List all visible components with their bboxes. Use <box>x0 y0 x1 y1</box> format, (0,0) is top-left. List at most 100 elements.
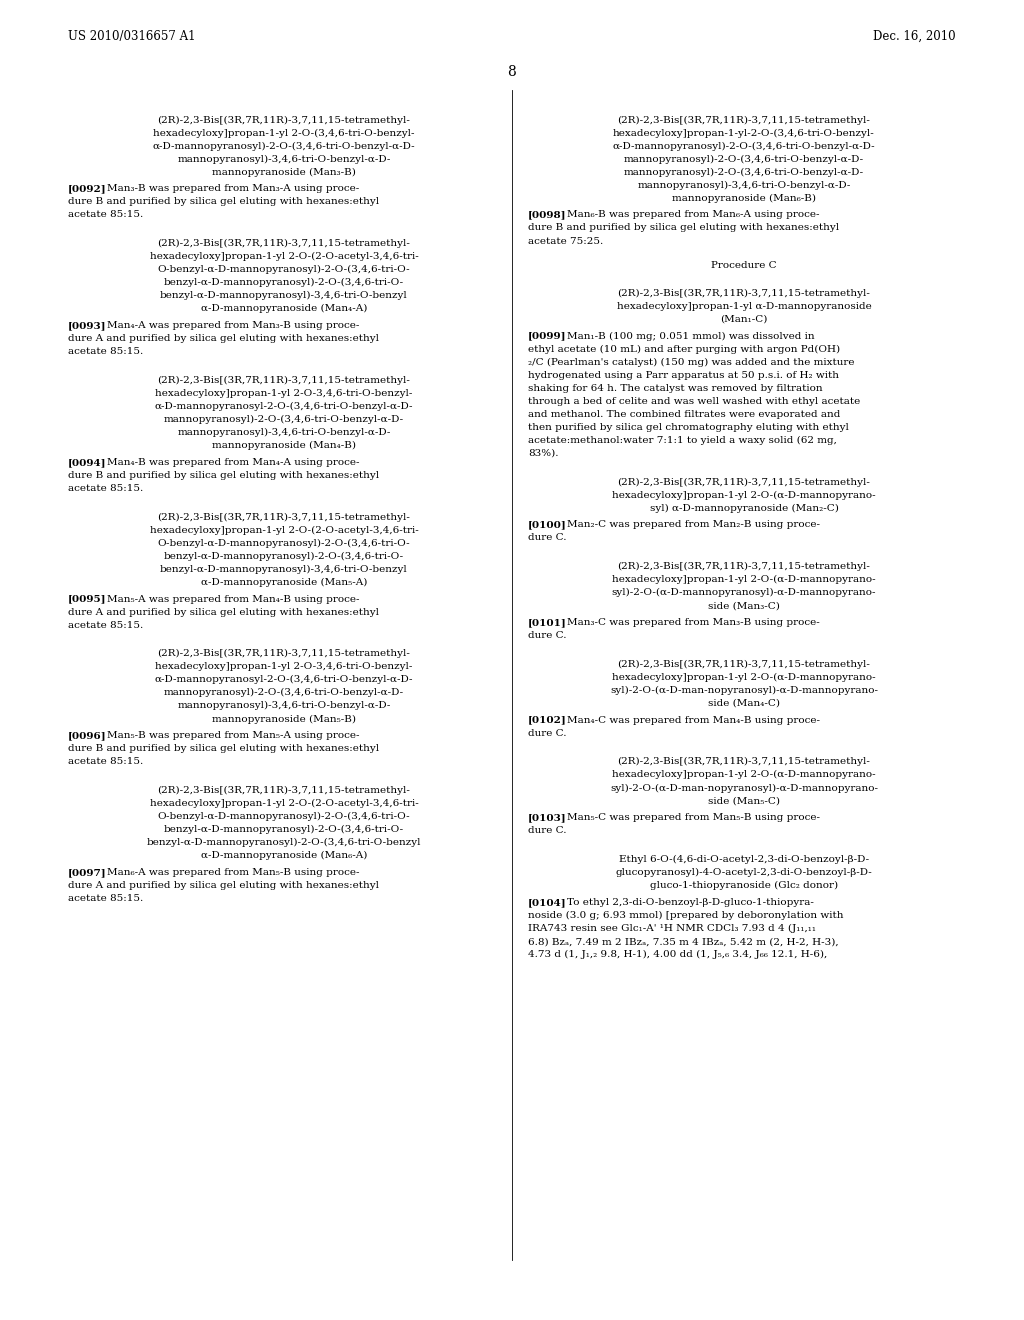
Text: [0098]: [0098] <box>528 210 566 219</box>
Text: Man₆-B was prepared from Man₆-A using proce-: Man₆-B was prepared from Man₆-A using pr… <box>566 210 819 219</box>
Text: hexadecyloxy]propan-1-yl 2-O-3,4,6-tri-O-benzyl-: hexadecyloxy]propan-1-yl 2-O-3,4,6-tri-O… <box>156 389 413 397</box>
Text: α-D-mannopyranosyl)-2-O-(3,4,6-tri-O-benzyl-α-D-: α-D-mannopyranosyl)-2-O-(3,4,6-tri-O-ben… <box>612 141 876 150</box>
Text: (2R)-2,3-Bis[(3R,7R,11R)-3,7,11,15-tetramethyl-: (2R)-2,3-Bis[(3R,7R,11R)-3,7,11,15-tetra… <box>617 289 870 298</box>
Text: Man₅-C was prepared from Man₅-B using proce-: Man₅-C was prepared from Man₅-B using pr… <box>566 813 819 822</box>
Text: 4.73 d (1, J₁,₂ 9.8, H-1), 4.00 dd (1, J₅,₆ 3.4, J₆₆ 12.1, H-6),: 4.73 d (1, J₁,₂ 9.8, H-1), 4.00 dd (1, J… <box>528 950 827 960</box>
Text: To ethyl 2,3-di-O-benzoyl-β-D-gluco-1-thiopyra-: To ethyl 2,3-di-O-benzoyl-β-D-gluco-1-th… <box>566 898 813 907</box>
Text: hexadecyloxy]propan-1-yl 2-O-3,4,6-tri-O-benzyl-: hexadecyloxy]propan-1-yl 2-O-3,4,6-tri-O… <box>156 663 413 672</box>
Text: (2R)-2,3-Bis[(3R,7R,11R)-3,7,11,15-tetramethyl-: (2R)-2,3-Bis[(3R,7R,11R)-3,7,11,15-tetra… <box>158 649 411 659</box>
Text: α-D-mannopyranoside (Man₅-A): α-D-mannopyranoside (Man₅-A) <box>201 578 368 587</box>
Text: (2R)-2,3-Bis[(3R,7R,11R)-3,7,11,15-tetramethyl-: (2R)-2,3-Bis[(3R,7R,11R)-3,7,11,15-tetra… <box>158 239 411 248</box>
Text: acetate 85:15.: acetate 85:15. <box>68 484 143 492</box>
Text: mannopyranoside (Man₄-B): mannopyranoside (Man₄-B) <box>212 441 356 450</box>
Text: (2R)-2,3-Bis[(3R,7R,11R)-3,7,11,15-tetramethyl-: (2R)-2,3-Bis[(3R,7R,11R)-3,7,11,15-tetra… <box>617 562 870 572</box>
Text: hexadecyloxy]propan-1-yl α-D-mannopyranoside: hexadecyloxy]propan-1-yl α-D-mannopyrano… <box>616 301 871 310</box>
Text: (2R)-2,3-Bis[(3R,7R,11R)-3,7,11,15-tetramethyl-: (2R)-2,3-Bis[(3R,7R,11R)-3,7,11,15-tetra… <box>617 115 870 124</box>
Text: dure A and purified by silica gel eluting with hexanes:ethyl: dure A and purified by silica gel elutin… <box>68 880 379 890</box>
Text: dure B and purified by silica gel eluting with hexanes:ethyl: dure B and purified by silica gel elutin… <box>528 223 839 232</box>
Text: dure A and purified by silica gel eluting with hexanes:ethyl: dure A and purified by silica gel elutin… <box>68 607 379 616</box>
Text: ethyl acetate (10 mL) and after purging with argon Pd(OH): ethyl acetate (10 mL) and after purging … <box>528 345 840 354</box>
Text: Man₃-B was prepared from Man₃-A using proce-: Man₃-B was prepared from Man₃-A using pr… <box>106 185 358 194</box>
Text: dure A and purified by silica gel eluting with hexanes:ethyl: dure A and purified by silica gel elutin… <box>68 334 379 343</box>
Text: ₂/C (Pearlman's catalyst) (150 mg) was added and the mixture: ₂/C (Pearlman's catalyst) (150 mg) was a… <box>528 358 854 367</box>
Text: side (Man₃-C): side (Man₃-C) <box>708 601 780 610</box>
Text: Dec. 16, 2010: Dec. 16, 2010 <box>873 30 956 44</box>
Text: α-D-mannopyranosyl)-2-O-(3,4,6-tri-O-benzyl-α-D-: α-D-mannopyranosyl)-2-O-(3,4,6-tri-O-ben… <box>153 141 416 150</box>
Text: mannopyranosyl)-3,4,6-tri-O-benzyl-α-D-: mannopyranosyl)-3,4,6-tri-O-benzyl-α-D- <box>177 701 391 710</box>
Text: Man₄-B was prepared from Man₄-A using proce-: Man₄-B was prepared from Man₄-A using pr… <box>106 458 359 467</box>
Text: glucopyranosyl)-4-O-acetyl-2,3-di-O-benzoyl-β-D-: glucopyranosyl)-4-O-acetyl-2,3-di-O-benz… <box>615 869 872 878</box>
Text: dure C.: dure C. <box>528 729 566 738</box>
Text: mannopyranosyl)-2-O-(3,4,6-tri-O-benzyl-α-D-: mannopyranosyl)-2-O-(3,4,6-tri-O-benzyl-… <box>624 154 864 164</box>
Text: hexadecyloxy]propan-1-yl 2-O-(α-D-mannopyrano-: hexadecyloxy]propan-1-yl 2-O-(α-D-mannop… <box>612 576 876 585</box>
Text: Man₄-A was prepared from Man₃-B using proce-: Man₄-A was prepared from Man₃-B using pr… <box>106 321 359 330</box>
Text: noside (3.0 g; 6.93 mmol) [prepared by deboronylation with: noside (3.0 g; 6.93 mmol) [prepared by d… <box>528 911 844 920</box>
Text: syl)-2-O-(α-D-mannopyranosyl)-α-D-mannopyrano-: syl)-2-O-(α-D-mannopyranosyl)-α-D-mannop… <box>611 589 877 597</box>
Text: mannopyranoside (Man₃-B): mannopyranoside (Man₃-B) <box>212 168 356 177</box>
Text: hexadecyloxy]propan-1-yl 2-O-(2-O-acetyl-3,4,6-tri-: hexadecyloxy]propan-1-yl 2-O-(2-O-acetyl… <box>150 799 419 808</box>
Text: Man₁-B (100 mg; 0.051 mmol) was dissolved in: Man₁-B (100 mg; 0.051 mmol) was dissolve… <box>566 331 814 341</box>
Text: (2R)-2,3-Bis[(3R,7R,11R)-3,7,11,15-tetramethyl-: (2R)-2,3-Bis[(3R,7R,11R)-3,7,11,15-tetra… <box>158 376 411 385</box>
Text: syl) α-D-mannopyranoside (Man₂-C): syl) α-D-mannopyranoside (Man₂-C) <box>649 503 839 512</box>
Text: benzyl-α-D-mannopyranosyl)-2-O-(3,4,6-tri-O-: benzyl-α-D-mannopyranosyl)-2-O-(3,4,6-tr… <box>164 825 404 834</box>
Text: and methanol. The combined filtrates were evaporated and: and methanol. The combined filtrates wer… <box>528 409 841 418</box>
Text: hexadecyloxy]propan-1-yl-2-O-(3,4,6-tri-O-benzyl-: hexadecyloxy]propan-1-yl-2-O-(3,4,6-tri-… <box>613 128 874 137</box>
Text: [0104]: [0104] <box>528 898 566 907</box>
Text: dure B and purified by silica gel eluting with hexanes:ethyl: dure B and purified by silica gel elutin… <box>68 198 379 206</box>
Text: gluco-1-thiopyranoside (Glc₂ donor): gluco-1-thiopyranoside (Glc₂ donor) <box>650 880 838 890</box>
Text: side (Man₅-C): side (Man₅-C) <box>708 796 780 805</box>
Text: through a bed of celite and was well washed with ethyl acetate: through a bed of celite and was well was… <box>528 397 860 405</box>
Text: α-D-mannopyranoside (Man₄-A): α-D-mannopyranoside (Man₄-A) <box>201 304 368 313</box>
Text: hexadecyloxy]propan-1-yl 2-O-(α-D-mannopyrano-: hexadecyloxy]propan-1-yl 2-O-(α-D-mannop… <box>612 771 876 780</box>
Text: mannopyranosyl)-2-O-(3,4,6-tri-O-benzyl-α-D-: mannopyranosyl)-2-O-(3,4,6-tri-O-benzyl-… <box>624 168 864 177</box>
Text: benzyl-α-D-mannopyranosyl)-2-O-(3,4,6-tri-O-: benzyl-α-D-mannopyranosyl)-2-O-(3,4,6-tr… <box>164 279 404 288</box>
Text: mannopyranosyl)-2-O-(3,4,6-tri-O-benzyl-α-D-: mannopyranosyl)-2-O-(3,4,6-tri-O-benzyl-… <box>164 688 404 697</box>
Text: acetate:methanol:water 7:1:1 to yield a waxy solid (62 mg,: acetate:methanol:water 7:1:1 to yield a … <box>528 436 837 445</box>
Text: Man₃-C was prepared from Man₃-B using proce-: Man₃-C was prepared from Man₃-B using pr… <box>566 618 819 627</box>
Text: 8: 8 <box>508 65 516 79</box>
Text: Man₅-B was prepared from Man₅-A using proce-: Man₅-B was prepared from Man₅-A using pr… <box>106 731 359 741</box>
Text: syl)-2-O-(α-D-man-nopyranosyl)-α-D-mannopyrano-: syl)-2-O-(α-D-man-nopyranosyl)-α-D-manno… <box>610 685 878 694</box>
Text: mannopyranosyl)-2-O-(3,4,6-tri-O-benzyl-α-D-: mannopyranosyl)-2-O-(3,4,6-tri-O-benzyl-… <box>164 414 404 424</box>
Text: mannopyranosyl)-3,4,6-tri-O-benzyl-α-D-: mannopyranosyl)-3,4,6-tri-O-benzyl-α-D- <box>637 181 851 190</box>
Text: mannopyranoside (Man₅-B): mannopyranoside (Man₅-B) <box>212 714 356 723</box>
Text: [0102]: [0102] <box>528 715 566 725</box>
Text: dure B and purified by silica gel eluting with hexanes:ethyl: dure B and purified by silica gel elutin… <box>68 744 379 754</box>
Text: shaking for 64 h. The catalyst was removed by filtration: shaking for 64 h. The catalyst was remov… <box>528 384 822 392</box>
Text: acetate 85:15.: acetate 85:15. <box>68 620 143 630</box>
Text: benzyl-α-D-mannopyranosyl)-2-O-(3,4,6-tri-O-: benzyl-α-D-mannopyranosyl)-2-O-(3,4,6-tr… <box>164 552 404 561</box>
Text: dure C.: dure C. <box>528 631 566 640</box>
Text: Man₄-C was prepared from Man₄-B using proce-: Man₄-C was prepared from Man₄-B using pr… <box>566 715 819 725</box>
Text: dure C.: dure C. <box>528 826 566 836</box>
Text: dure B and purified by silica gel eluting with hexanes:ethyl: dure B and purified by silica gel elutin… <box>68 471 379 480</box>
Text: mannopyranoside (Man₆-B): mannopyranoside (Man₆-B) <box>672 194 816 203</box>
Text: Man₆-A was prepared from Man₅-B using proce-: Man₆-A was prepared from Man₅-B using pr… <box>106 869 359 876</box>
Text: acetate 85:15.: acetate 85:15. <box>68 210 143 219</box>
Text: hexadecyloxy]propan-1-yl 2-O-(α-D-mannopyrano-: hexadecyloxy]propan-1-yl 2-O-(α-D-mannop… <box>612 673 876 682</box>
Text: benzyl-α-D-mannopyranosyl)-2-O-(3,4,6-tri-O-benzyl: benzyl-α-D-mannopyranosyl)-2-O-(3,4,6-tr… <box>146 838 421 847</box>
Text: [0103]: [0103] <box>528 813 566 822</box>
Text: α-D-mannopyranosyl-2-O-(3,4,6-tri-O-benzyl-α-D-: α-D-mannopyranosyl-2-O-(3,4,6-tri-O-benz… <box>155 401 414 411</box>
Text: [0093]: [0093] <box>68 321 106 330</box>
Text: then purified by silica gel chromatography eluting with ethyl: then purified by silica gel chromatograp… <box>528 422 849 432</box>
Text: [0096]: [0096] <box>68 731 106 741</box>
Text: US 2010/0316657 A1: US 2010/0316657 A1 <box>68 30 196 44</box>
Text: Man₅-A was prepared from Man₄-B using proce-: Man₅-A was prepared from Man₄-B using pr… <box>106 594 359 603</box>
Text: hydrogenated using a Parr apparatus at 50 p.s.i. of H₂ with: hydrogenated using a Parr apparatus at 5… <box>528 371 839 380</box>
Text: IRA743 resin see Glc₁-A' ¹H NMR CDCl₃ 7.93 d 4 (J₁₁,₁₁: IRA743 resin see Glc₁-A' ¹H NMR CDCl₃ 7.… <box>528 924 816 933</box>
Text: [0100]: [0100] <box>528 520 566 529</box>
Text: (2R)-2,3-Bis[(3R,7R,11R)-3,7,11,15-tetramethyl-: (2R)-2,3-Bis[(3R,7R,11R)-3,7,11,15-tetra… <box>158 512 411 521</box>
Text: O-benzyl-α-D-mannopyranosyl)-2-O-(3,4,6-tri-O-: O-benzyl-α-D-mannopyranosyl)-2-O-(3,4,6-… <box>158 812 411 821</box>
Text: [0099]: [0099] <box>528 331 566 341</box>
Text: hexadecyloxy]propan-1-yl 2-O-(2-O-acetyl-3,4,6-tri-: hexadecyloxy]propan-1-yl 2-O-(2-O-acetyl… <box>150 252 419 261</box>
Text: syl)-2-O-(α-D-man-nopyranosyl)-α-D-mannopyrano-: syl)-2-O-(α-D-man-nopyranosyl)-α-D-manno… <box>610 783 878 792</box>
Text: acetate 85:15.: acetate 85:15. <box>68 347 143 356</box>
Text: 6.8) Bzₐ, 7.49 m 2 IBzₐ, 7.35 m 4 IBzₐ, 5.42 m (2, H-2, H-3),: 6.8) Bzₐ, 7.49 m 2 IBzₐ, 7.35 m 4 IBzₐ, … <box>528 937 839 946</box>
Text: acetate 85:15.: acetate 85:15. <box>68 894 143 903</box>
Text: Procedure C: Procedure C <box>712 261 777 271</box>
Text: 83%).: 83%). <box>528 449 558 458</box>
Text: acetate 75:25.: acetate 75:25. <box>528 236 603 246</box>
Text: (2R)-2,3-Bis[(3R,7R,11R)-3,7,11,15-tetramethyl-: (2R)-2,3-Bis[(3R,7R,11R)-3,7,11,15-tetra… <box>617 478 870 487</box>
Text: acetate 85:15.: acetate 85:15. <box>68 758 143 767</box>
Text: O-benzyl-α-D-mannopyranosyl)-2-O-(3,4,6-tri-O-: O-benzyl-α-D-mannopyranosyl)-2-O-(3,4,6-… <box>158 539 411 548</box>
